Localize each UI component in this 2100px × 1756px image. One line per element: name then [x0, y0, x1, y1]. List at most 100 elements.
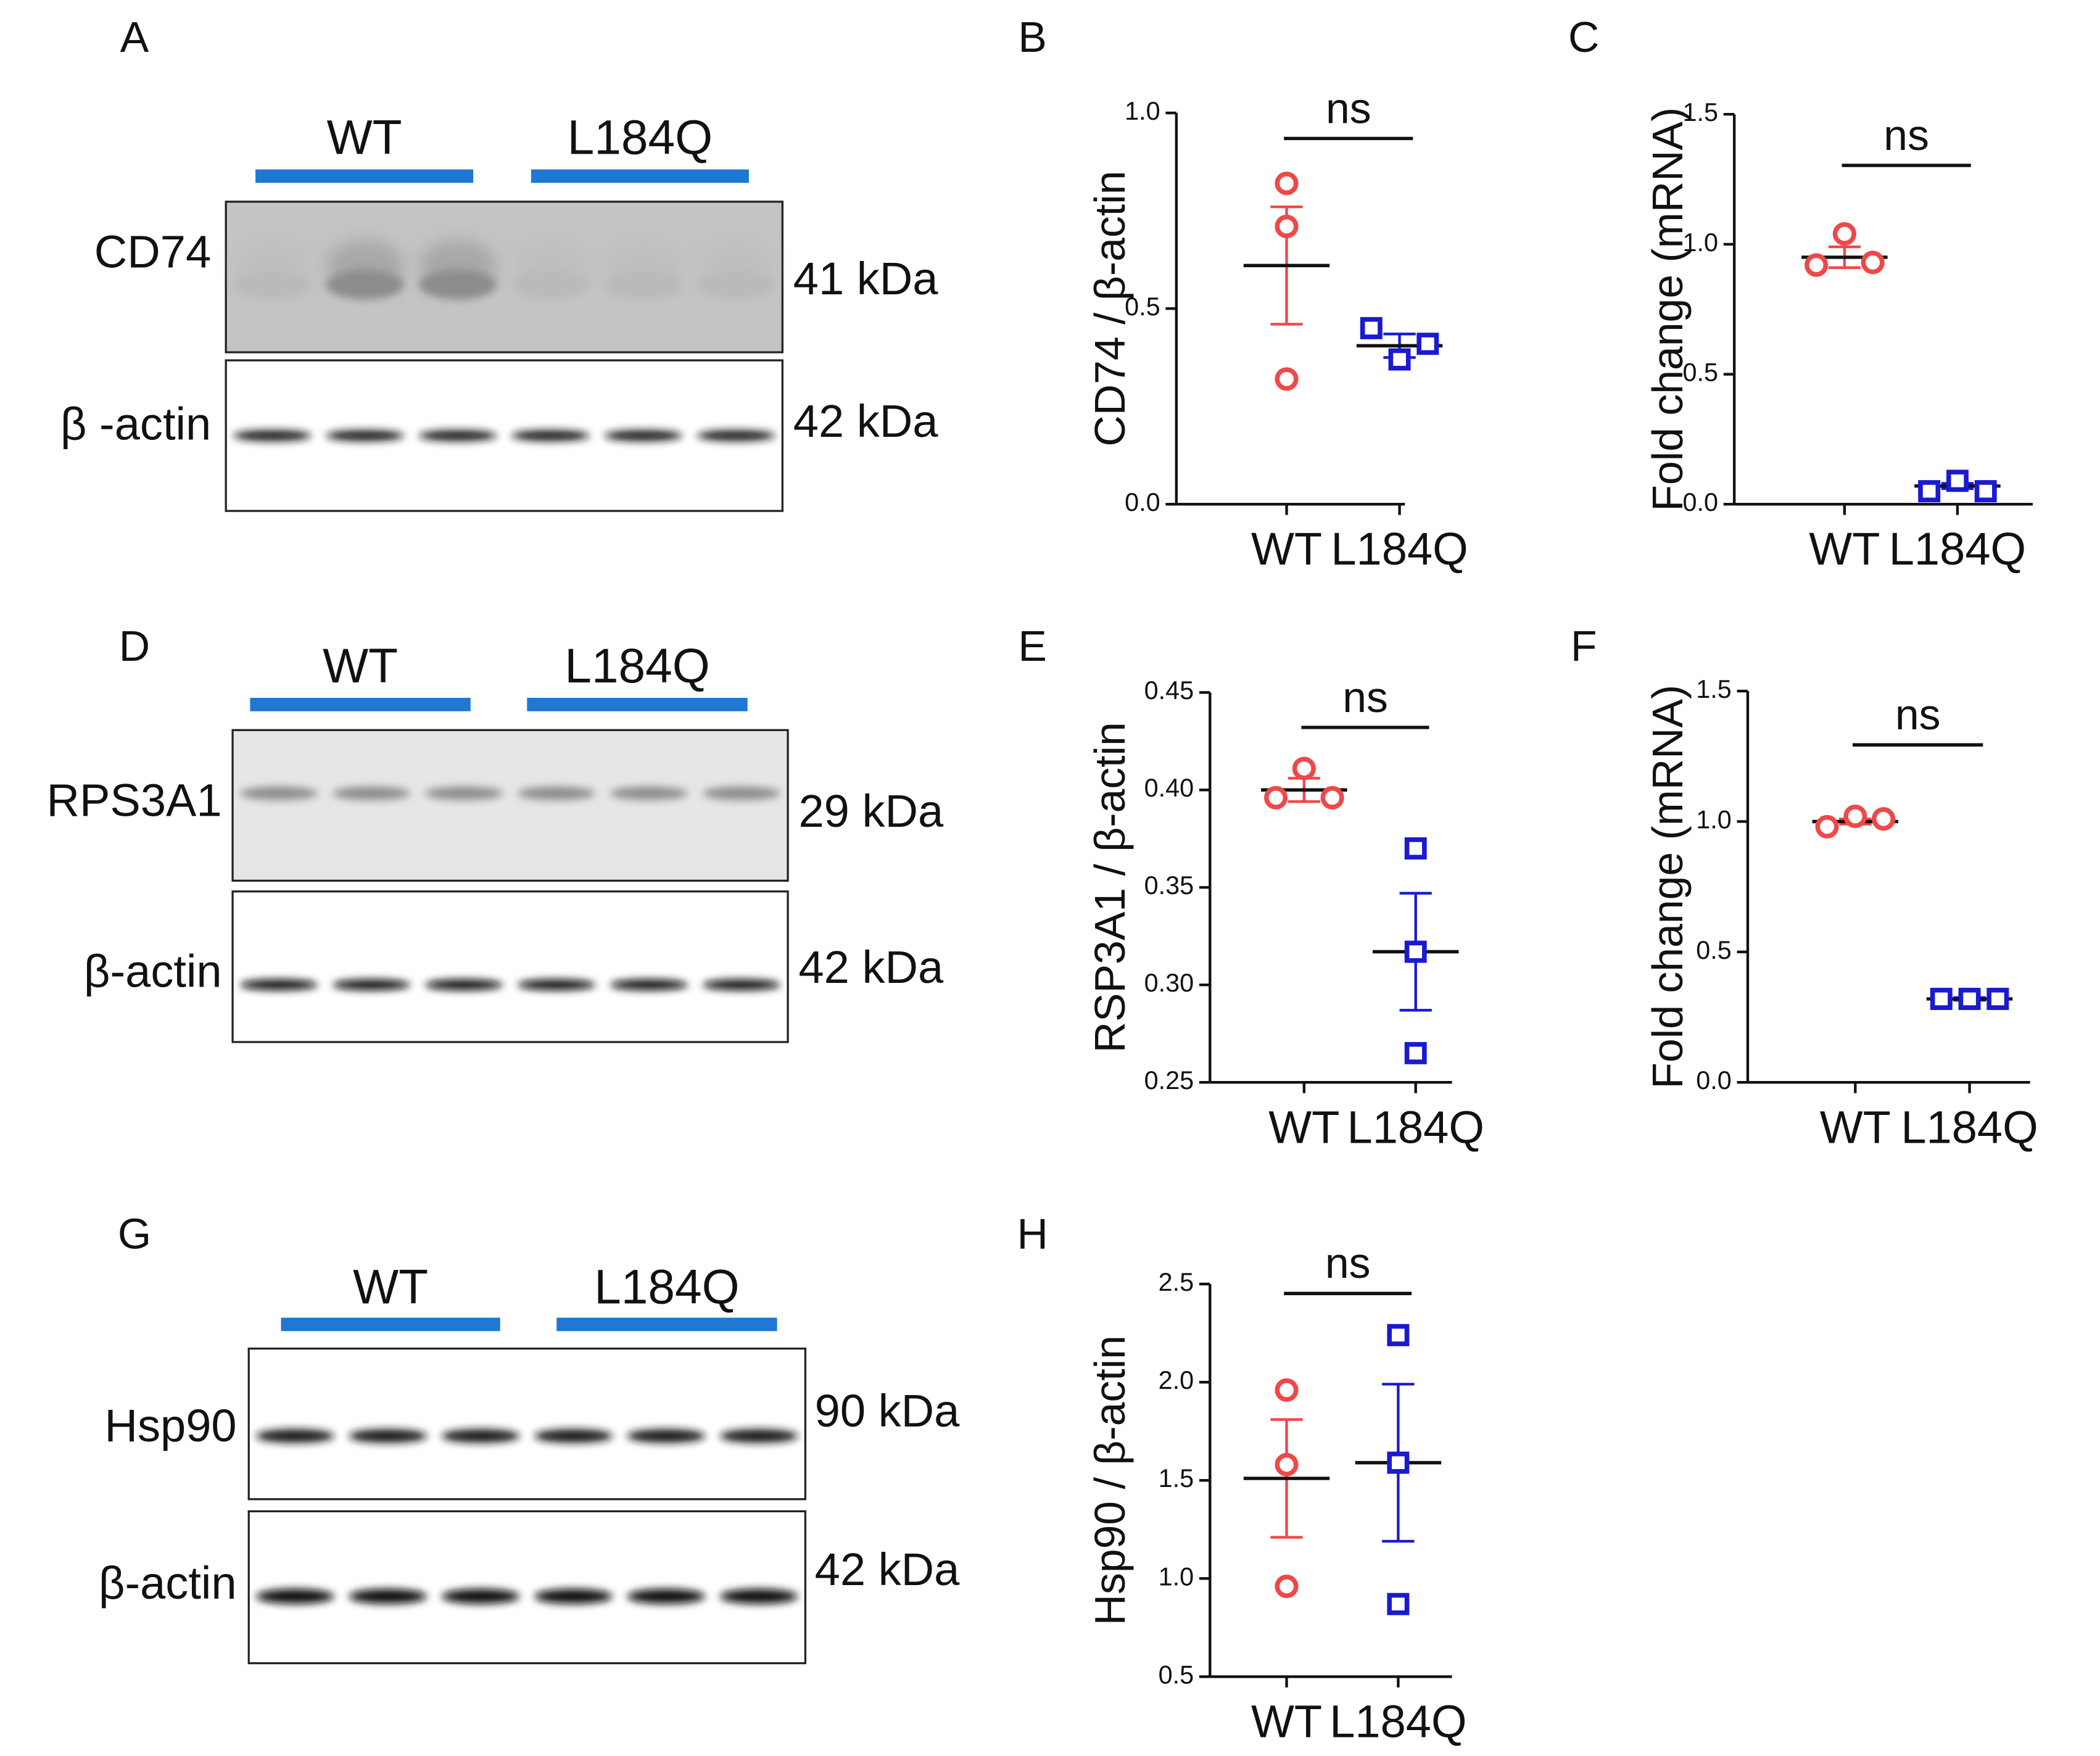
y-tick-label: 1.5: [1683, 98, 1719, 126]
y-tick-label: 0.45: [1144, 676, 1194, 705]
protein-label: β-actin: [84, 945, 222, 996]
protein-label: Hsp90: [104, 1400, 236, 1451]
significance-label: ns: [1342, 673, 1388, 721]
data-point: [1360, 317, 1383, 339]
data-point: [1387, 1592, 1410, 1615]
data-point: [1832, 222, 1856, 246]
data-point: [1974, 480, 1997, 503]
band: [511, 270, 590, 300]
y-axis-label: Fold change (mRNA): [1643, 685, 1692, 1089]
x-tick-label: L184Q: [1901, 1101, 2038, 1153]
band: [240, 786, 318, 800]
significance-label: ns: [1883, 111, 1929, 159]
y-tick-label: 1.5: [1159, 1464, 1194, 1493]
band: [518, 979, 596, 990]
band: [697, 270, 775, 300]
data-point: [1404, 940, 1427, 963]
y-tick-label: 0.25: [1144, 1066, 1194, 1095]
panel-letter: F: [1571, 622, 1597, 670]
y-tick-label: 0.30: [1144, 969, 1194, 997]
y-tick-label: 0.5: [1683, 358, 1719, 386]
band: [256, 1589, 334, 1604]
data-point: [1388, 348, 1411, 371]
band: [441, 1589, 520, 1604]
data-point: [1404, 837, 1427, 860]
band: [720, 1429, 798, 1443]
y-tick-label: 1.0: [1159, 1562, 1194, 1591]
data-point: [1416, 333, 1439, 355]
y-tick-label: 0.0: [1696, 1066, 1732, 1095]
data-point: [1843, 804, 1867, 829]
band: [534, 1589, 613, 1604]
blot-box: [225, 201, 783, 354]
blot-box: [247, 1510, 807, 1665]
protein-label: CD74: [94, 226, 211, 278]
x-tick-label: L184Q: [1347, 1101, 1484, 1153]
x-tick-label: L184Q: [1889, 523, 2026, 574]
data-point: [1861, 251, 1885, 275]
y-tick-label: 2.5: [1159, 1268, 1194, 1296]
data-point: [1292, 756, 1316, 781]
data-point: [1275, 1452, 1299, 1476]
y-axis-label: CD74 / β-actin: [1086, 171, 1134, 447]
band: [333, 786, 411, 800]
x-tick-label: L184Q: [1331, 523, 1468, 574]
blot-box: [231, 890, 789, 1043]
y-tick-label: 1.0: [1683, 228, 1719, 257]
size-label: 29 kDa: [798, 785, 944, 837]
data-point: [1804, 253, 1829, 277]
band: [511, 430, 590, 441]
band: [627, 1429, 705, 1443]
band: [326, 270, 404, 300]
band: [418, 430, 497, 441]
panel-letter: E: [1018, 622, 1047, 670]
data-point: [1387, 1451, 1410, 1474]
band: [518, 786, 596, 800]
band: [256, 1429, 334, 1443]
band: [233, 430, 312, 441]
y-axis-label: Hsp90 / β-actin: [1086, 1335, 1134, 1625]
data-point: [1264, 785, 1288, 810]
x-tick-label: WT: [1251, 1696, 1322, 1747]
y-tick-label: 1.0: [1125, 97, 1160, 125]
y-tick-label: 0.40: [1144, 774, 1194, 802]
y-tick-label: 0.35: [1144, 871, 1194, 900]
group-label: L184Q: [564, 639, 710, 693]
y-tick-label: 1.5: [1696, 675, 1732, 703]
data-point: [1387, 1323, 1410, 1346]
significance-label: ns: [1325, 1239, 1371, 1287]
band: [418, 270, 497, 300]
blot-box: [247, 1348, 807, 1501]
band: [425, 979, 503, 990]
x-tick-label: WT: [1820, 1101, 1891, 1153]
band: [240, 979, 318, 990]
y-tick-label: 2.0: [1159, 1366, 1194, 1394]
protein-label: RPS3A1: [47, 775, 222, 826]
band: [627, 1589, 705, 1604]
band: [604, 430, 682, 441]
x-tick-label: WT: [1268, 1101, 1339, 1153]
data-point: [1275, 172, 1299, 196]
data-point: [1275, 214, 1299, 239]
y-tick-label: 1.0: [1696, 805, 1732, 834]
band: [703, 979, 781, 990]
y-tick-label: 0.0: [1125, 488, 1160, 516]
group-label: L184Q: [594, 1260, 740, 1314]
protein-label: β-actin: [99, 1557, 237, 1609]
panel-letter: B: [1018, 13, 1047, 61]
size-label: 42 kDa: [798, 942, 944, 993]
data-point: [1815, 814, 1839, 839]
band: [349, 1429, 427, 1443]
panel-letter: G: [118, 1209, 151, 1257]
panel-letter: C: [1568, 13, 1599, 61]
blot-box: [225, 359, 783, 512]
data-point: [1918, 480, 1941, 503]
group-label: WT: [323, 639, 398, 693]
y-tick-label: 0.0: [1683, 488, 1719, 516]
band: [326, 430, 404, 441]
panel-letter: A: [120, 13, 149, 61]
size-label: 42 kDa: [815, 1544, 961, 1595]
size-label: 41 kDa: [793, 253, 939, 304]
data-point: [1275, 367, 1299, 391]
